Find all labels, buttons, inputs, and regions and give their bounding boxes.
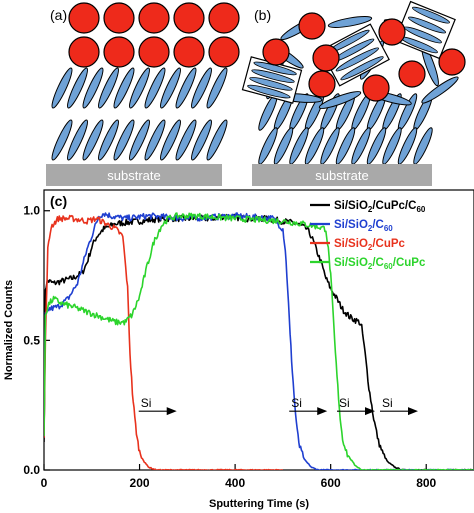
legend-entry: Si/SiO2​/C60​/CuPc <box>334 257 426 271</box>
molecule-ellipse <box>129 119 150 161</box>
legend-entry: Si/SiO2​/CuPc <box>334 238 406 252</box>
molecule-ellipse <box>335 47 379 72</box>
axis-ticks: 0 200 400 600 800 0.0 0.5 1.0 <box>23 204 436 490</box>
molecule-ellipse <box>412 6 450 24</box>
molecule-stack-box <box>394 0 456 60</box>
sphere <box>68 2 100 34</box>
molecule-ellipse <box>340 56 384 81</box>
panel-b-top-layer <box>241 0 466 109</box>
molecule-ellipse <box>51 67 73 109</box>
molecule-ellipse <box>318 91 362 109</box>
panel-a-spheres <box>68 2 240 68</box>
molecule-ellipse <box>98 67 119 109</box>
series-lines <box>44 212 474 470</box>
sphere <box>438 48 466 76</box>
y-tick-label: 0.0 <box>23 463 40 477</box>
sphere <box>68 36 100 68</box>
sphere <box>173 2 205 34</box>
plot-frame <box>43 189 474 471</box>
molecule-ellipse <box>67 119 88 161</box>
sphere <box>378 18 406 46</box>
legend-entry: Si/SiO2​/CuPc/C60​ <box>334 200 426 214</box>
sphere <box>138 36 170 68</box>
si-arrow-head <box>317 407 328 416</box>
molecule-ellipse <box>67 67 88 109</box>
panel-a: (a) substrate <box>46 2 240 186</box>
molecule-ellipse <box>144 67 166 109</box>
si-arrow-head <box>365 407 375 416</box>
molecule-ellipse <box>206 119 228 161</box>
si-label: Si <box>382 396 393 410</box>
y-tick-label: 0.5 <box>23 333 40 347</box>
sphere <box>103 36 135 68</box>
panel-b-substrate <box>252 164 432 186</box>
x-tick-label: 200 <box>130 476 150 490</box>
legend: Si/SiO2​/CuPc/C60​ Si/SiO2​/C60​ Si/SiO2​/… <box>310 200 426 271</box>
panel-a-molecules <box>51 67 228 161</box>
molecule-ellipse <box>129 67 150 109</box>
molecule-ellipse <box>144 119 166 161</box>
x-tick-label: 0 <box>41 476 48 490</box>
sphere <box>138 2 170 34</box>
molecule-ellipse <box>160 119 181 161</box>
panel-a-substrate <box>46 164 222 186</box>
molecule-ellipse <box>98 119 119 161</box>
molecule-stack-box <box>241 56 303 104</box>
si-label: Si <box>141 396 152 410</box>
molecule-ellipse <box>82 119 104 161</box>
sphere <box>362 74 390 102</box>
molecule-ellipse <box>175 119 197 161</box>
panel-b-substrate-label: substrate <box>315 168 368 183</box>
molecule-ellipse <box>113 67 135 109</box>
molecule-ellipse <box>327 16 373 28</box>
y-axis-title: Normalized Counts <box>3 280 15 380</box>
molecule-ellipse <box>251 69 295 83</box>
x-tick-label: 800 <box>416 476 436 490</box>
panel-b-label: (b) <box>254 7 271 23</box>
sphere <box>308 70 336 98</box>
sphere <box>312 44 340 72</box>
series-line-3 <box>44 212 474 470</box>
series-line-2 <box>44 214 283 470</box>
molecule-ellipse <box>82 67 104 109</box>
molecule-ellipse <box>113 119 135 161</box>
sphere <box>262 38 290 66</box>
x-axis-title: Sputtering Time (s) <box>209 498 309 510</box>
panel-c-label: (c) <box>50 193 67 209</box>
molecule-ellipse <box>249 77 293 91</box>
legend-entry: Si/SiO2​/C60​ <box>334 219 393 233</box>
si-arrow-head <box>408 407 418 416</box>
panel-b: (b) substrate <box>241 0 466 186</box>
sphere <box>298 12 326 40</box>
molecule-ellipse <box>191 119 212 161</box>
sphere <box>398 60 426 88</box>
y-tick-label: 1.0 <box>23 204 40 218</box>
panel-a-substrate-label: substrate <box>107 168 160 183</box>
molecule-ellipse <box>191 67 212 109</box>
si-label: Si <box>339 396 350 410</box>
panel-b-molecules <box>258 93 433 165</box>
molecule-stack-box <box>320 23 390 87</box>
sphere <box>173 36 205 68</box>
panel-a-label: (a) <box>50 7 67 23</box>
si-arrow-head <box>166 407 177 416</box>
molecule-ellipse <box>421 76 459 104</box>
molecule-ellipse <box>175 67 197 109</box>
panel-c-chart: (c) 0 200 400 600 800 0.0 0.5 1.0 Si Si Si Si Si/S… <box>3 189 474 510</box>
molecule-ellipse <box>247 84 291 99</box>
molecule-ellipse <box>51 119 73 161</box>
sphere <box>208 36 240 68</box>
si-annotations: Si Si Si Si <box>138 396 418 416</box>
x-tick-label: 600 <box>321 476 341 490</box>
sphere <box>103 2 135 34</box>
sphere <box>208 2 240 34</box>
molecule-ellipse <box>160 67 181 109</box>
molecule-ellipse <box>408 16 446 34</box>
molecule-ellipse <box>206 67 228 109</box>
x-tick-label: 400 <box>225 476 245 490</box>
si-label: Si <box>291 396 302 410</box>
